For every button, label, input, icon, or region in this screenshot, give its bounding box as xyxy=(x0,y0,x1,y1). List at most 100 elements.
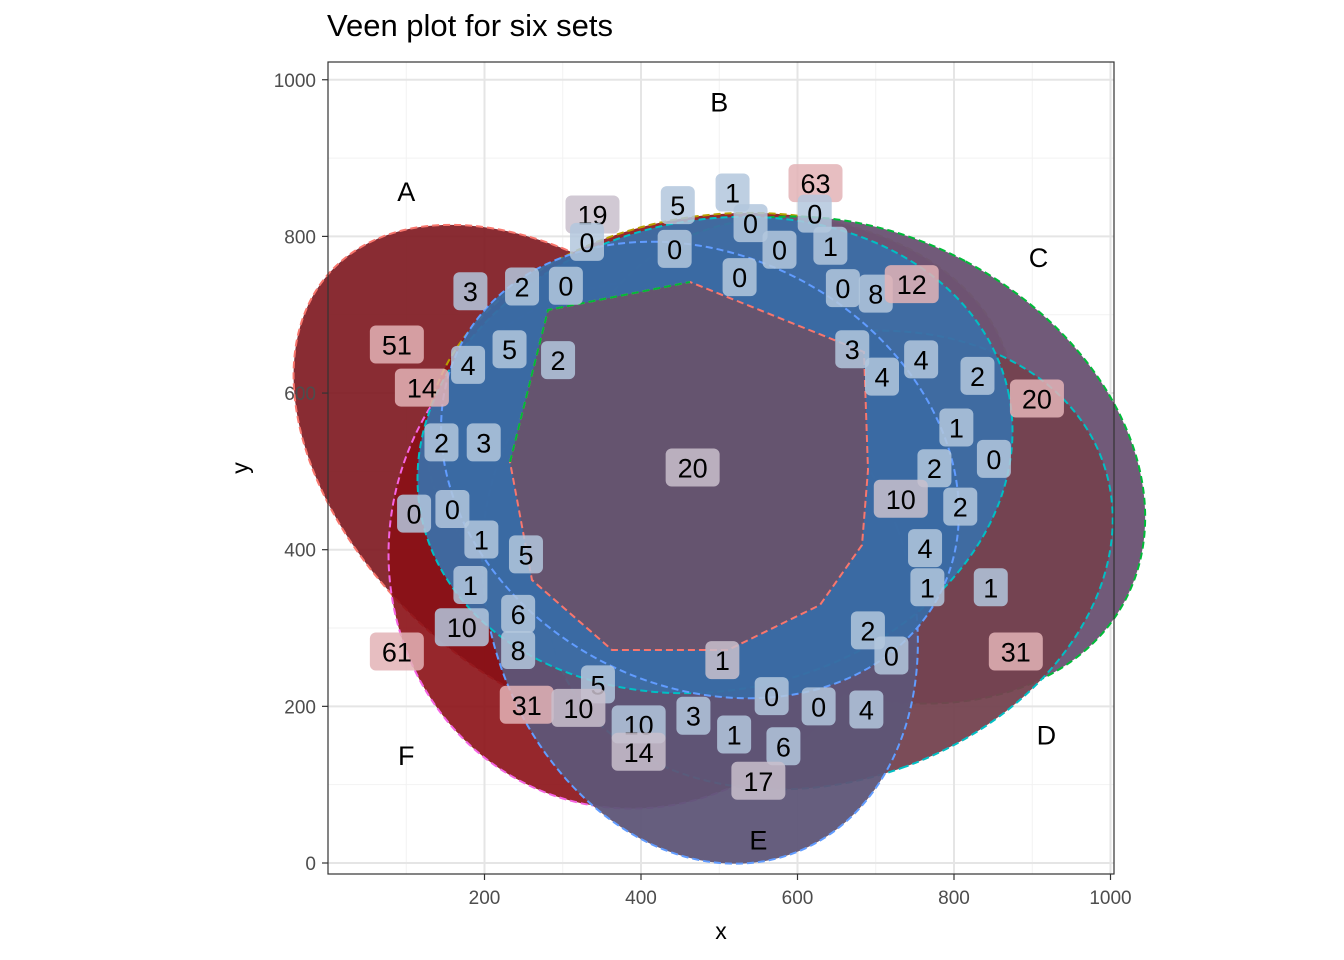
region-label: 2 xyxy=(424,423,459,462)
region-label: 4 xyxy=(849,690,884,729)
x-tick-label: 200 xyxy=(469,888,501,909)
chart-title: Veen plot for six sets xyxy=(327,8,614,43)
region-label: 1 xyxy=(715,173,750,212)
region-label: 5 xyxy=(508,535,543,574)
region-label-box xyxy=(665,448,720,487)
region-label-box xyxy=(434,608,489,647)
region-label: 10 xyxy=(551,688,606,727)
region-label-box xyxy=(717,715,752,754)
y-axis-label: y xyxy=(227,462,253,474)
region-count: 2 xyxy=(515,273,530,303)
region-label: 4 xyxy=(865,357,900,396)
region-label: 5 xyxy=(492,330,527,369)
region-label: 0 xyxy=(657,229,692,268)
set-label-b: B xyxy=(710,88,728,118)
region-count: 0 xyxy=(807,200,822,230)
x-tick-label: 600 xyxy=(782,888,814,909)
region-count: 1 xyxy=(463,571,478,601)
region-count: 0 xyxy=(772,236,787,266)
region-label: 20 xyxy=(665,448,720,487)
region-label-box xyxy=(873,479,928,518)
region-label: 0 xyxy=(397,494,432,533)
region-label-box xyxy=(801,687,836,726)
region-count: 1 xyxy=(983,573,998,603)
region-label: 20 xyxy=(1009,379,1064,418)
region-count: 4 xyxy=(461,351,476,381)
region-count: 5 xyxy=(502,335,517,365)
set-label-a: A xyxy=(397,177,415,207)
region-label: 3 xyxy=(453,272,488,311)
region-label: 31 xyxy=(499,685,554,724)
y-tick-label: 1000 xyxy=(274,71,316,92)
set-label-e: E xyxy=(749,826,767,856)
region-count: 4 xyxy=(914,345,929,375)
region-label-box xyxy=(657,229,692,268)
region-count: 0 xyxy=(835,274,850,304)
region-label-box xyxy=(435,489,470,528)
region-count: 0 xyxy=(558,272,573,302)
region-label-box xyxy=(715,173,750,212)
region-count: 8 xyxy=(868,280,883,310)
region-count: 14 xyxy=(624,738,654,768)
region-label: 1 xyxy=(910,568,945,607)
region-label-box xyxy=(369,632,424,671)
region-count: 20 xyxy=(678,453,708,483)
region-count: 5 xyxy=(670,191,685,221)
region-label-box xyxy=(501,594,536,633)
region-label: 0 xyxy=(754,677,789,716)
region-count: 17 xyxy=(743,767,773,797)
region-label: 0 xyxy=(722,258,757,297)
region-label-box xyxy=(541,341,576,380)
region-label: 14 xyxy=(394,368,449,407)
region-label: 0 xyxy=(435,489,470,528)
region-label: 17 xyxy=(731,761,786,800)
region-label-box xyxy=(988,632,1043,671)
region-count: 3 xyxy=(686,702,701,732)
region-label-box xyxy=(551,688,606,727)
region-label: 10 xyxy=(434,608,489,647)
region-label: 61 xyxy=(369,632,424,671)
region-count: 0 xyxy=(811,692,826,722)
region-label-box xyxy=(825,269,860,308)
region-label: 0 xyxy=(976,439,1011,478)
region-label-box xyxy=(424,423,459,462)
region-label-box xyxy=(705,641,740,680)
region-label-box xyxy=(813,226,848,265)
region-label-box xyxy=(394,368,449,407)
region-label-box xyxy=(797,194,832,233)
x-tick-label: 800 xyxy=(938,888,970,909)
region-label-box xyxy=(676,696,711,735)
region-label: 8 xyxy=(501,630,536,669)
region-count: 63 xyxy=(800,169,830,199)
region-label-box xyxy=(943,487,978,526)
region-label-box xyxy=(731,761,786,800)
region-label-box xyxy=(910,568,945,607)
region-label: 0 xyxy=(825,269,860,308)
region-label: 4 xyxy=(451,345,486,384)
region-label-box xyxy=(492,330,527,369)
region-label-box xyxy=(960,356,995,395)
region-count: 3 xyxy=(463,277,478,307)
region-label: 2 xyxy=(541,341,576,380)
region-label-box xyxy=(733,204,768,243)
region-label: 0 xyxy=(874,636,909,675)
region-label-box xyxy=(722,258,757,297)
region-count: 0 xyxy=(667,235,682,265)
region-label: 1 xyxy=(813,226,848,265)
region-count: 1 xyxy=(920,573,935,603)
region-label-box xyxy=(754,677,789,716)
region-count: 0 xyxy=(579,228,594,258)
region-label: 12 xyxy=(884,265,939,304)
set-label-c: C xyxy=(1029,243,1049,273)
region-count: 0 xyxy=(445,495,460,525)
region-label: 6 xyxy=(766,727,801,766)
y-tick-label: 0 xyxy=(305,854,316,875)
region-count: 61 xyxy=(382,638,412,668)
region-label-box xyxy=(453,565,488,604)
region-label-box xyxy=(505,267,540,306)
region-label: 14 xyxy=(611,732,666,771)
region-label-box xyxy=(397,494,432,533)
